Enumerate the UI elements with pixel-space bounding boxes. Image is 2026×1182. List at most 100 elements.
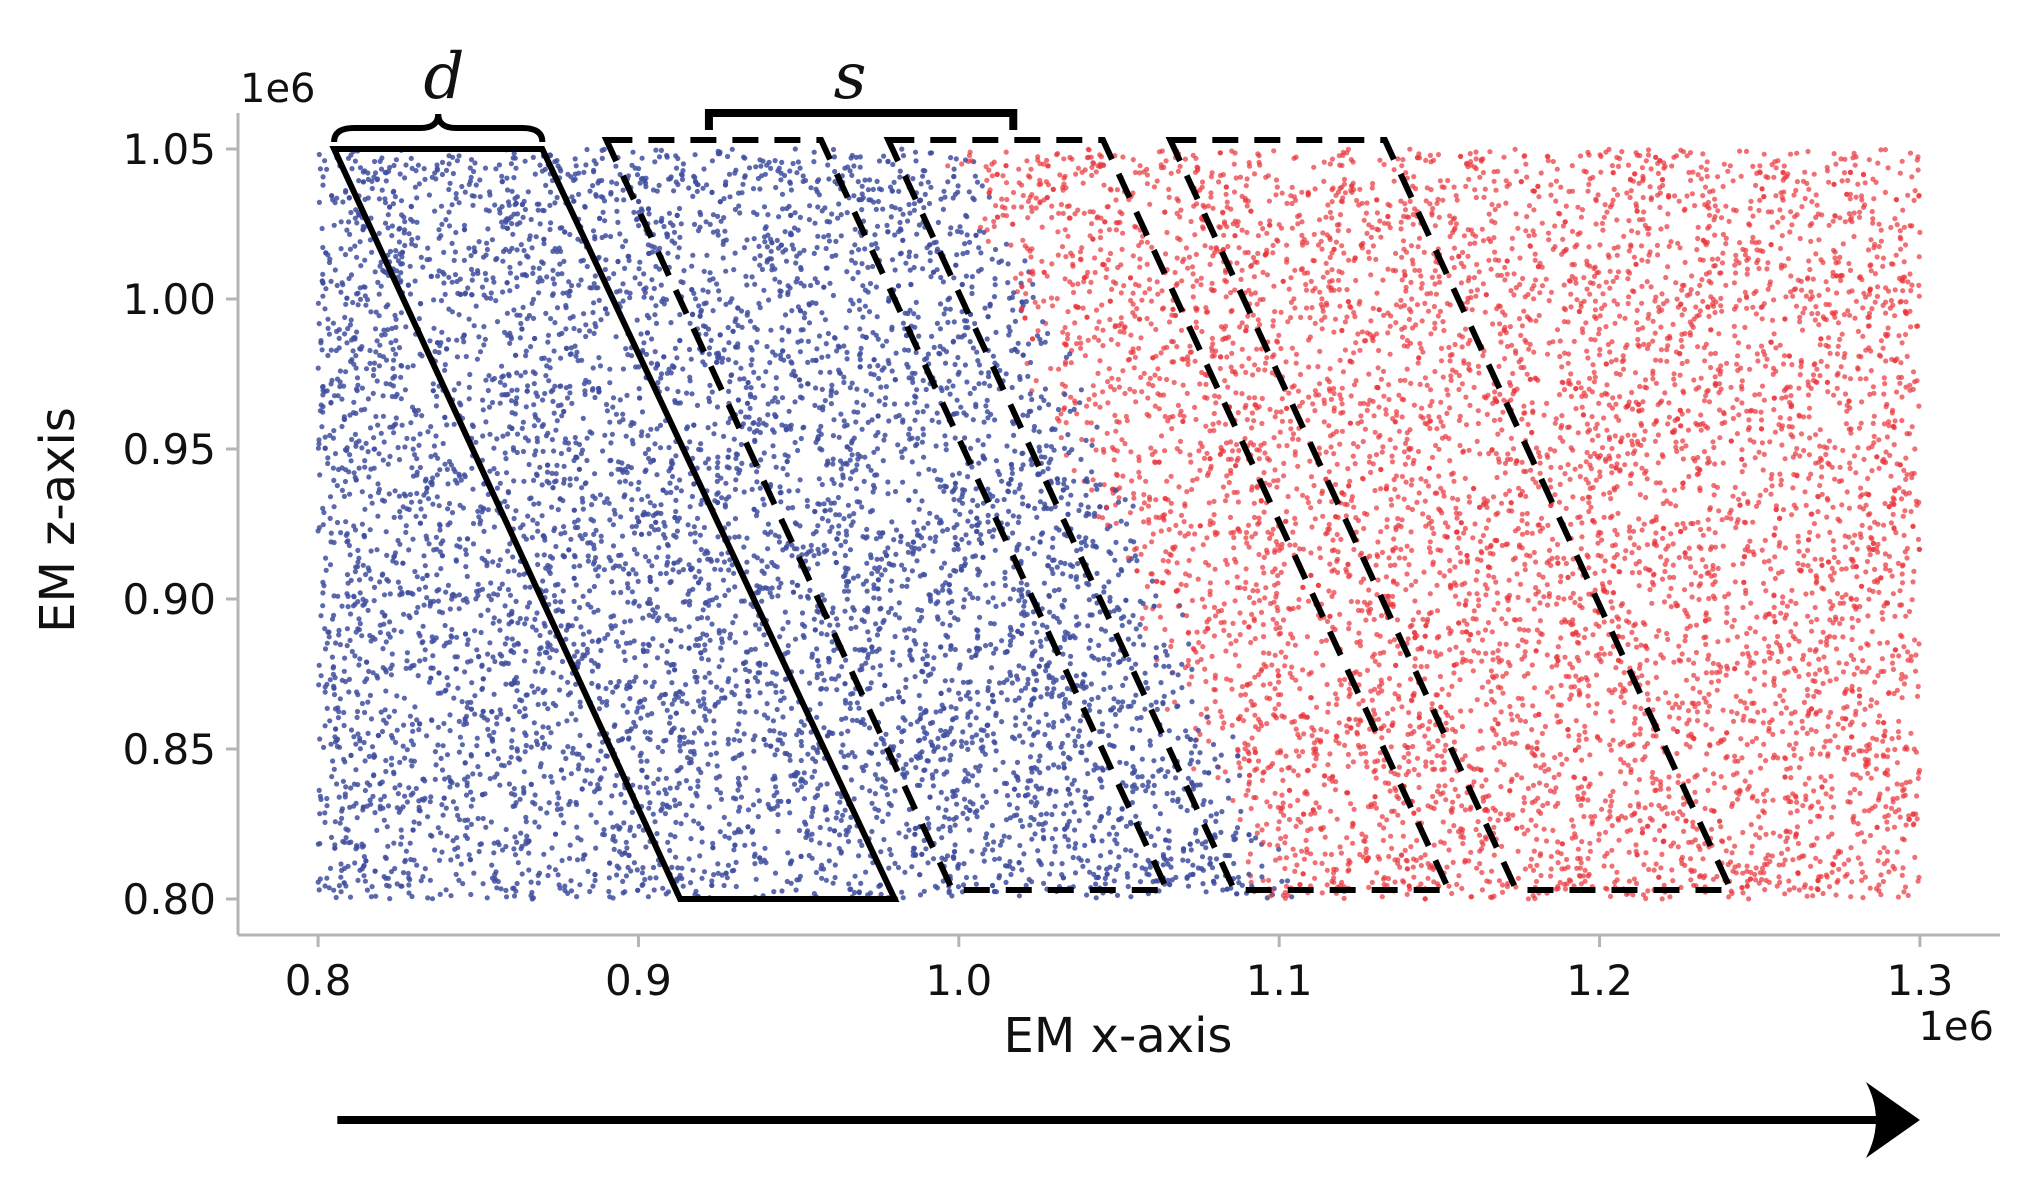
point-red [1723, 619, 1730, 626]
point-red [1143, 625, 1149, 632]
point-blue [1052, 803, 1058, 809]
point-red [1249, 425, 1255, 431]
point-blue [720, 355, 726, 361]
point-blue [885, 491, 891, 497]
point-blue [553, 427, 559, 433]
point-red [1054, 415, 1060, 422]
point-blue [884, 792, 891, 798]
point-red [1392, 879, 1398, 885]
point-blue [642, 729, 648, 735]
point-red [1863, 376, 1869, 382]
point-blue [351, 594, 357, 600]
point-red [1662, 561, 1668, 568]
point-red [1409, 477, 1415, 483]
point-red [1738, 736, 1744, 742]
point-blue [829, 610, 836, 616]
point-blue [443, 167, 450, 173]
point-blue [935, 735, 941, 742]
point-blue [833, 616, 840, 622]
point-blue [354, 329, 360, 335]
point-blue [435, 742, 441, 748]
point-blue [961, 861, 967, 867]
point-red [1777, 342, 1783, 348]
point-blue [606, 875, 612, 881]
point-red [1816, 292, 1822, 298]
point-red [1703, 167, 1709, 173]
point-blue [328, 347, 334, 353]
point-blue [447, 606, 453, 612]
point-red [1174, 560, 1180, 566]
point-red [1194, 659, 1201, 665]
point-blue [852, 873, 858, 879]
point-blue [849, 249, 855, 255]
point-red [1418, 476, 1424, 482]
point-blue [574, 649, 580, 655]
point-blue [789, 553, 795, 559]
point-red [1097, 228, 1104, 234]
point-blue [1140, 642, 1146, 648]
point-red [1255, 233, 1261, 239]
point-red [1293, 351, 1300, 357]
point-red [1525, 896, 1531, 902]
point-blue [1082, 789, 1089, 795]
point-blue [627, 696, 633, 702]
point-blue [493, 298, 499, 304]
point-red [1882, 728, 1888, 734]
point-red [1409, 506, 1415, 513]
point-blue [620, 411, 626, 417]
point-blue [322, 689, 328, 695]
point-blue [661, 532, 667, 538]
point-blue [906, 249, 913, 255]
point-red [1851, 233, 1857, 240]
point-blue [787, 168, 793, 174]
point-blue [1161, 642, 1167, 648]
point-red [1643, 850, 1649, 856]
point-blue [724, 875, 730, 881]
point-red [1257, 220, 1263, 226]
point-blue [444, 422, 450, 428]
point-red [1641, 341, 1647, 347]
point-blue [702, 674, 708, 680]
point-blue [531, 423, 538, 429]
point-red [1415, 448, 1422, 455]
point-red [1651, 867, 1657, 873]
point-blue [990, 595, 996, 601]
point-blue [1003, 780, 1010, 787]
point-blue [1085, 504, 1091, 510]
point-blue [875, 363, 881, 369]
point-blue [985, 519, 991, 525]
point-red [1464, 299, 1470, 305]
point-red [1730, 718, 1737, 725]
point-blue [532, 171, 538, 177]
point-blue [772, 752, 778, 758]
point-red [1734, 396, 1740, 403]
point-blue [1098, 853, 1104, 859]
point-red [1666, 774, 1672, 780]
point-blue [1132, 862, 1138, 869]
point-blue [406, 547, 412, 553]
point-blue [345, 604, 351, 610]
point-red [1223, 648, 1229, 654]
point-red [1307, 458, 1313, 464]
point-blue [348, 458, 354, 464]
point-blue [577, 563, 583, 569]
point-red [1565, 319, 1571, 325]
point-red [1729, 801, 1736, 807]
point-blue [401, 695, 407, 701]
point-blue [320, 182, 326, 188]
point-blue [391, 708, 398, 714]
point-red [1361, 338, 1368, 344]
point-blue [923, 641, 929, 647]
point-red [1189, 597, 1195, 604]
point-blue [658, 502, 664, 508]
point-red [1131, 389, 1137, 395]
point-red [1757, 197, 1763, 203]
point-blue [455, 845, 461, 851]
point-blue [505, 490, 512, 496]
point-red [1494, 767, 1500, 773]
point-blue [765, 232, 771, 238]
point-blue [614, 772, 620, 779]
point-red [1434, 426, 1440, 432]
point-blue [869, 571, 875, 577]
point-blue [1065, 732, 1071, 738]
